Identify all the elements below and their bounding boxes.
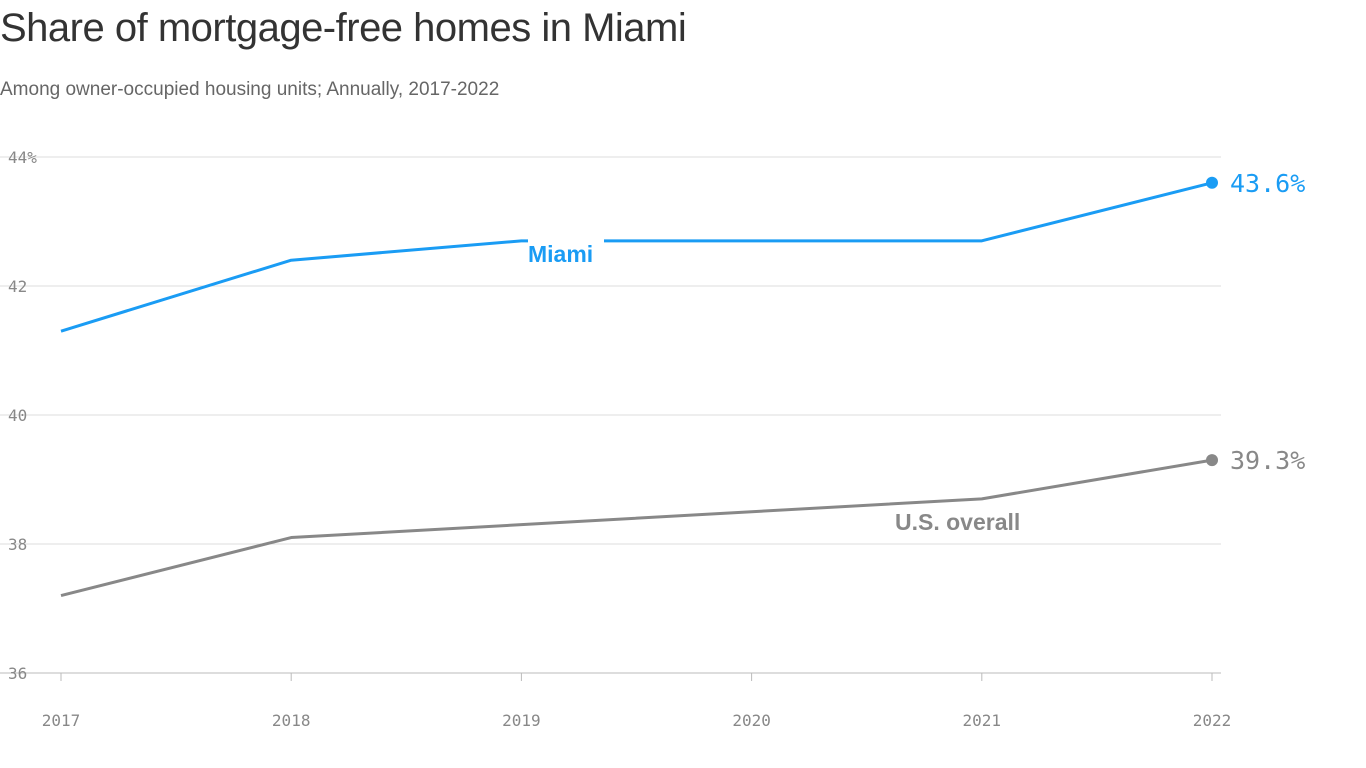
series-label: U.S. overall <box>895 509 1020 535</box>
series-line-0 <box>60 181 1213 333</box>
x-tick-label: 2019 <box>502 711 541 730</box>
y-tick-label: 36 <box>8 664 27 683</box>
series-line-1 <box>60 458 1213 598</box>
x-tick-label: 2017 <box>42 711 81 730</box>
end-value-label: 39.3% <box>1230 446 1305 475</box>
chart-subtitle: Among owner-occupied housing units; Annu… <box>0 79 500 100</box>
y-tick-label: 42 <box>8 277 27 296</box>
end-point <box>1206 176 1218 189</box>
chart-title: Share of mortgage-free homes in Miami <box>0 6 687 50</box>
x-tick-label: 2018 <box>272 711 311 730</box>
end-value-label: 43.6% <box>1230 169 1305 198</box>
x-tick-label: 2020 <box>732 711 771 730</box>
x-tick-label: 2022 <box>1193 711 1232 730</box>
label-background <box>528 237 604 246</box>
x-tick-label: 2021 <box>963 711 1002 730</box>
y-tick-label: 44% <box>8 148 37 167</box>
series-label: Miami <box>528 241 593 267</box>
end-point <box>1206 454 1218 467</box>
y-tick-label: 38 <box>8 535 27 554</box>
y-tick-label: 40 <box>8 406 27 425</box>
